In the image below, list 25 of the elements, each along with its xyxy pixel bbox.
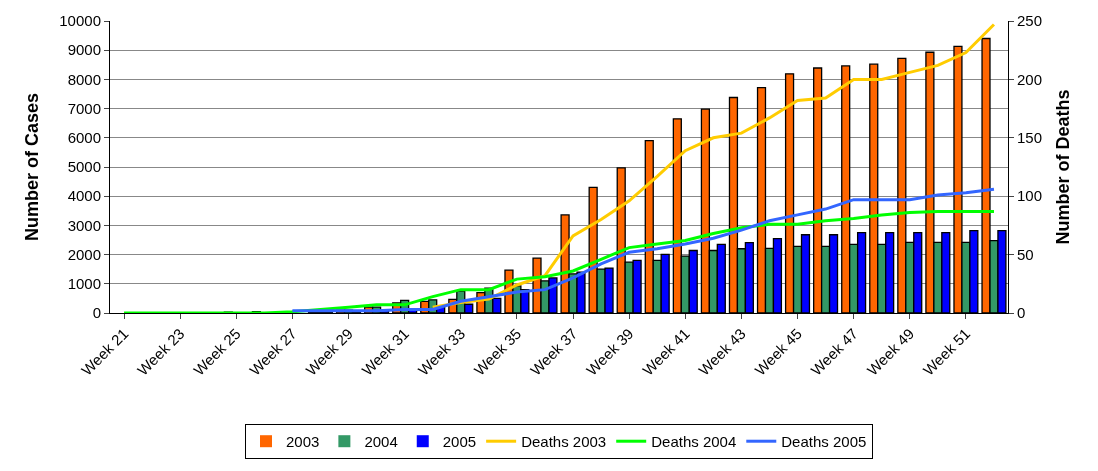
y-axis-title: Number of Cases <box>22 92 43 242</box>
y-tick-label: 1000 <box>67 275 101 293</box>
y2-tick-label: 100 <box>1017 187 1043 205</box>
y-tick-label: 9000 <box>67 41 101 59</box>
y2-axis-title: Number of Deaths <box>1053 89 1074 245</box>
legend-label: 2005 <box>442 433 477 451</box>
y2-tick-label: 150 <box>1017 129 1043 147</box>
y-tick-label: 0 <box>92 304 101 322</box>
y-tick-label: 2000 <box>67 245 101 263</box>
y-tick-label: 8000 <box>67 70 101 88</box>
y2-tick-label: 250 <box>1017 12 1043 30</box>
y2-tick-label: 0 <box>1017 304 1026 322</box>
y-tick-label: 4000 <box>67 187 101 205</box>
y-tick-label: 7000 <box>67 99 101 117</box>
y2-tick-label: 200 <box>1017 70 1043 88</box>
legend-label: Deaths 2004 <box>651 433 737 451</box>
legend-label: Deaths 2005 <box>781 433 867 451</box>
y-tick-label: 10000 <box>59 12 101 30</box>
y2-tick-label: 50 <box>1017 245 1034 263</box>
y-tick-label: 5000 <box>67 158 101 176</box>
legend-label: Deaths 2003 <box>521 433 607 451</box>
y-tick-label: 6000 <box>67 129 101 147</box>
legend-label: 2004 <box>364 433 398 451</box>
y-tick-label: 3000 <box>67 216 101 234</box>
legend-label: 2003 <box>286 433 320 451</box>
